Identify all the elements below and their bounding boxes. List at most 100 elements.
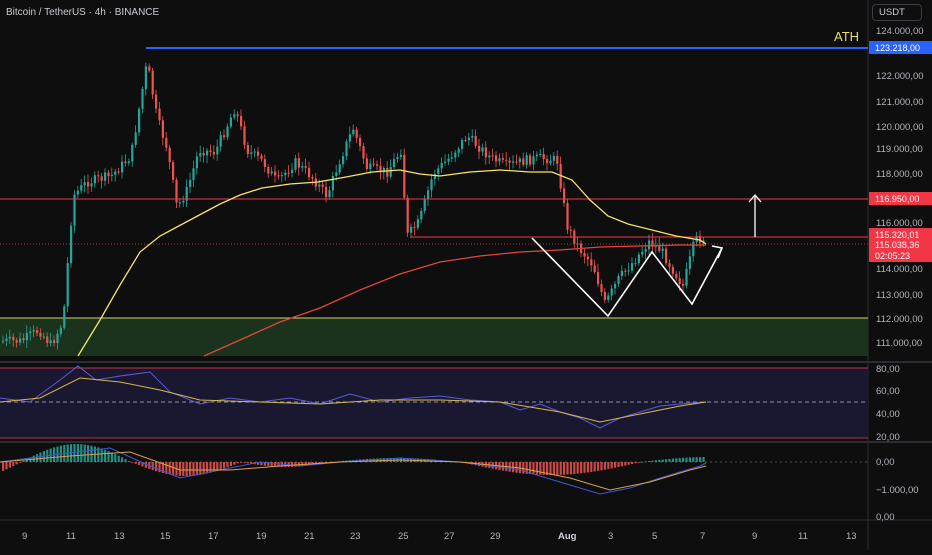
candle-body bbox=[593, 265, 596, 273]
rsi-ma-line bbox=[0, 377, 707, 423]
candle-body bbox=[260, 155, 263, 160]
macd-histogram-bar bbox=[699, 457, 702, 462]
candle-body bbox=[25, 332, 28, 341]
candle-body bbox=[311, 177, 314, 179]
symbol-title[interactable]: Bitcoin / TetherUS · 4h · BINANCE bbox=[6, 7, 160, 18]
candle-body bbox=[478, 145, 481, 152]
price-tick: 118.000,00 bbox=[876, 169, 923, 180]
candle-body bbox=[287, 172, 290, 174]
candle-body bbox=[624, 270, 627, 272]
macd-histogram-bar bbox=[569, 462, 572, 475]
candle-body bbox=[539, 154, 542, 156]
macd-histogram-bar bbox=[124, 459, 127, 462]
macd-histogram-bar bbox=[580, 462, 583, 474]
macd-histogram-bar bbox=[607, 462, 610, 470]
candle-body bbox=[345, 141, 348, 157]
macd-histogram-bar bbox=[155, 462, 158, 472]
macd-histogram-bar bbox=[195, 462, 198, 476]
macd-histogram-bar bbox=[270, 462, 273, 467]
price-scale-bg bbox=[868, 0, 932, 550]
candle-body bbox=[233, 114, 236, 118]
candle-body bbox=[158, 108, 161, 121]
macd-histogram-bar bbox=[529, 462, 532, 475]
candle-body bbox=[362, 146, 365, 159]
candle-body bbox=[216, 146, 219, 155]
candle-body bbox=[678, 278, 681, 285]
candle-body bbox=[229, 117, 232, 127]
candle-body bbox=[243, 126, 246, 145]
macd-tick: −1.000,00 bbox=[876, 485, 919, 496]
candle-body bbox=[586, 256, 589, 260]
macd-histogram-bar bbox=[104, 449, 107, 462]
macd-histogram-bar bbox=[189, 462, 192, 476]
macd-histogram-bar bbox=[695, 457, 698, 462]
candle-body bbox=[644, 249, 647, 252]
candle-body bbox=[627, 270, 630, 272]
candle-body bbox=[359, 137, 362, 147]
macd-histogram-bar bbox=[212, 462, 215, 472]
price-tick: 113.000,00 bbox=[876, 290, 923, 301]
rsi-tick: 20,00 bbox=[876, 432, 900, 443]
candle-body bbox=[668, 263, 671, 267]
time-tick: 11 bbox=[66, 531, 76, 542]
time-tick: 19 bbox=[256, 531, 267, 542]
candle-body bbox=[529, 155, 532, 165]
candle-body bbox=[66, 263, 69, 307]
macd-histogram-bar bbox=[566, 462, 569, 475]
macd-histogram-bar bbox=[665, 459, 668, 462]
candle-body bbox=[410, 226, 413, 233]
macd-histogram-bar bbox=[226, 462, 229, 468]
countdown-timer: 02:05:23 bbox=[875, 251, 911, 261]
candle-body bbox=[389, 167, 392, 177]
macd-histogram-bar bbox=[182, 462, 185, 476]
candle-body bbox=[144, 66, 147, 89]
macd-histogram-bar bbox=[73, 444, 76, 462]
macd-histogram-bar bbox=[15, 462, 18, 465]
candle-body bbox=[430, 179, 433, 191]
macd-histogram-bar bbox=[223, 462, 226, 469]
currency-button[interactable]: USDT bbox=[872, 4, 922, 21]
candle-body bbox=[566, 202, 569, 230]
candle-body bbox=[29, 331, 32, 333]
price-tick: 116.000,00 bbox=[876, 218, 923, 229]
macd-histogram-bar bbox=[277, 462, 280, 467]
candle-body bbox=[569, 229, 572, 231]
macd-histogram-bar bbox=[134, 462, 137, 464]
candle-body bbox=[246, 144, 249, 154]
candle-body bbox=[658, 245, 661, 251]
macd-histogram-bar bbox=[542, 462, 545, 475]
candle-body bbox=[348, 134, 351, 142]
candle-body bbox=[270, 171, 273, 174]
candle-body bbox=[631, 263, 634, 271]
candle-body bbox=[165, 137, 168, 148]
candle-body bbox=[416, 219, 419, 228]
candle-body bbox=[505, 159, 508, 161]
candle-body bbox=[454, 152, 457, 158]
candle-body bbox=[369, 163, 372, 170]
macd-histogram-bar bbox=[678, 458, 681, 462]
macd-histogram-bar bbox=[590, 462, 593, 472]
candle-body bbox=[39, 332, 42, 337]
candle-body bbox=[12, 336, 15, 341]
macd-histogram-bar bbox=[600, 462, 603, 471]
candle-body bbox=[90, 183, 93, 187]
macd-histogram-bar bbox=[620, 462, 623, 467]
price-tick: 121.000,00 bbox=[876, 97, 924, 108]
candle-body bbox=[240, 115, 243, 127]
candle-body bbox=[675, 273, 678, 279]
candle-body bbox=[484, 147, 487, 158]
candle-body bbox=[80, 185, 83, 191]
candle-body bbox=[280, 175, 283, 177]
macd-histogram-bar bbox=[209, 462, 212, 473]
macd-line bbox=[0, 447, 707, 495]
candle-body bbox=[83, 182, 86, 186]
candle-body bbox=[590, 259, 593, 266]
candle-body bbox=[328, 190, 331, 198]
candle-body bbox=[32, 330, 35, 332]
candle-body bbox=[542, 154, 545, 159]
candle-body bbox=[87, 182, 90, 187]
candle-body bbox=[73, 194, 76, 226]
candle-body bbox=[423, 198, 426, 211]
